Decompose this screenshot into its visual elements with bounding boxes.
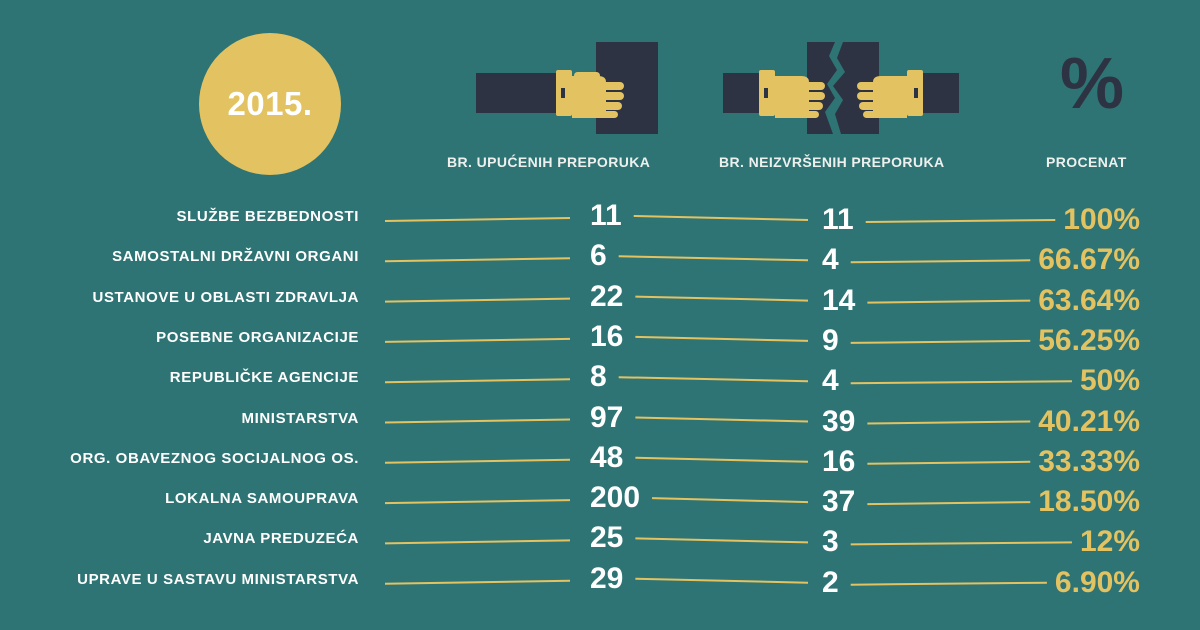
- header-percent: PROCENAT: [1046, 154, 1127, 170]
- unfulfilled-value: 14: [822, 283, 856, 317]
- sent-value: 25: [590, 521, 624, 555]
- unfulfilled-value: 37: [822, 485, 856, 519]
- sent-value: 22: [590, 279, 624, 313]
- hands-tearing-document-icon: [723, 42, 959, 134]
- connector-line: [867, 420, 1031, 425]
- unfulfilled-value: 3: [822, 525, 839, 559]
- row-label: ORG. OBAVEZNOG SOCIJALNOG OS.: [70, 449, 359, 467]
- connector-line: [384, 579, 571, 585]
- connector-line: [850, 541, 1072, 546]
- connector-line: [384, 257, 571, 263]
- hand-holding-document-icon: [476, 42, 658, 134]
- connector-line: [384, 297, 571, 303]
- percent-value: 100%: [1063, 203, 1140, 236]
- row-label: SAMOSTALNI DRŽAVNI ORGANI: [112, 248, 359, 266]
- row-label: JAVNA PREDUZEĆA: [203, 530, 359, 548]
- header-unfulfilled: BR. NEIZVRŠENIH PREPORUKA: [719, 154, 945, 170]
- connector-line: [635, 335, 809, 342]
- unfulfilled-value: 9: [822, 323, 839, 357]
- connector-line: [618, 376, 809, 383]
- percent-icon: %: [1060, 44, 1125, 124]
- row-label: LOKALNA SAMOUPRAVA: [165, 490, 359, 508]
- row-label: MINISTARSTVA: [241, 409, 359, 427]
- row-label: UPRAVE U SASTAVU MINISTARSTVA: [77, 570, 359, 588]
- percent-value: 40.21%: [1038, 404, 1140, 438]
- connector-line: [384, 337, 571, 343]
- connector-line: [384, 458, 571, 464]
- percent-value: 63.64%: [1038, 283, 1140, 317]
- sent-value: 97: [590, 400, 624, 434]
- percent-value: 18.50%: [1038, 485, 1140, 519]
- percent-value: 6.90%: [1054, 565, 1140, 599]
- unfulfilled-value: 11: [822, 203, 854, 236]
- percent-value: 56.25%: [1038, 323, 1140, 357]
- connector-line: [635, 577, 809, 584]
- connector-line: [865, 219, 1056, 223]
- percent-value: 33.33%: [1038, 444, 1140, 478]
- connector-line: [652, 497, 809, 504]
- connector-line: [635, 295, 809, 302]
- unfulfilled-value: 16: [822, 444, 856, 478]
- connector-line: [618, 255, 809, 262]
- connector-line: [384, 418, 571, 424]
- sent-value: 200: [590, 481, 641, 515]
- percent-value: 12%: [1079, 525, 1140, 559]
- connector-line: [635, 416, 809, 423]
- unfulfilled-value: 4: [822, 364, 839, 398]
- row-label: REPUBLIČKE AGENCIJE: [169, 369, 359, 387]
- year-badge: 2015.: [199, 33, 341, 175]
- connector-line: [635, 456, 809, 463]
- row-label: USTANOVE U OBLASTI ZDRAVLJA: [92, 288, 359, 306]
- sent-value: 48: [590, 440, 624, 474]
- connector-line: [850, 380, 1072, 385]
- sent-value: 8: [590, 360, 607, 394]
- connector-line: [867, 460, 1031, 465]
- connector-line: [384, 539, 571, 545]
- connector-line: [635, 537, 809, 544]
- percent-value: 66.67%: [1038, 243, 1140, 277]
- sent-value: 6: [590, 239, 607, 273]
- unfulfilled-value: 2: [822, 565, 839, 599]
- connector-line: [850, 339, 1031, 344]
- connector-line: [867, 501, 1031, 506]
- sent-value: 11: [590, 199, 622, 232]
- connector-line: [867, 299, 1031, 304]
- year-label: 2015.: [227, 85, 313, 122]
- connector-line: [384, 499, 571, 505]
- connector-line: [384, 217, 571, 222]
- unfulfilled-value: 4: [822, 243, 839, 277]
- sent-value: 29: [590, 561, 624, 595]
- unfulfilled-value: 39: [822, 404, 856, 438]
- sent-value: 16: [590, 319, 624, 353]
- header-sent: BR. UPUĆENIH PREPORUKA: [447, 154, 651, 170]
- row-label: SLUŽBE BEZBEDNOSTI: [176, 208, 359, 225]
- connector-line: [633, 215, 809, 221]
- row-label: POSEBNE ORGANIZACIJE: [156, 328, 359, 346]
- connector-line: [384, 378, 571, 384]
- connector-line: [850, 581, 1047, 586]
- percent-value: 50%: [1079, 364, 1140, 398]
- connector-line: [850, 259, 1031, 264]
